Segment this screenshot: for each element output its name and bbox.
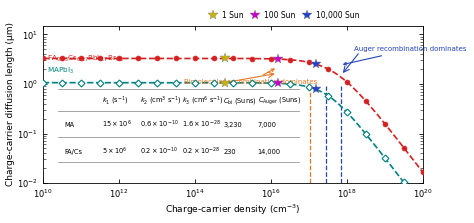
Y-axis label: Charge-carrier diffusion length (µm): Charge-carrier diffusion length (µm) xyxy=(6,22,15,186)
Text: 14,000: 14,000 xyxy=(258,149,281,155)
X-axis label: Charge-carrier density (cm$^{-3}$): Charge-carrier density (cm$^{-3}$) xyxy=(165,203,301,217)
Text: $C_{\rm bi}$ (Suns): $C_{\rm bi}$ (Suns) xyxy=(223,96,257,106)
Text: 3,230: 3,230 xyxy=(223,122,242,128)
Text: $k_1$ (s$^{-1}$): $k_1$ (s$^{-1}$) xyxy=(102,95,128,107)
Text: $0.2 \times 10^{-28}$: $0.2 \times 10^{-28}$ xyxy=(182,146,220,157)
Text: $15 \times 10^6$: $15 \times 10^6$ xyxy=(102,119,132,130)
Legend: 1 Sun, 100 Sun, 10,000 Sun: 1 Sun, 100 Sun, 10,000 Sun xyxy=(202,8,362,23)
Text: Auger recombination dominates: Auger recombination dominates xyxy=(344,46,466,65)
Text: FA$_{0.83}$Cs$_{0.17}$PbI$_{2.7}$Br$_{0.3}$: FA$_{0.83}$Cs$_{0.17}$PbI$_{2.7}$Br$_{0.… xyxy=(47,54,125,64)
Text: $0.6 \times 10^{-10}$: $0.6 \times 10^{-10}$ xyxy=(140,119,178,130)
Text: MA: MA xyxy=(64,122,74,128)
Text: 230: 230 xyxy=(223,149,236,155)
Text: $5 \times 10^6$: $5 \times 10^6$ xyxy=(102,146,128,157)
Text: $k_3$ (cm$^6$ s$^{-1}$): $k_3$ (cm$^6$ s$^{-1}$) xyxy=(182,95,223,107)
Text: 7,000: 7,000 xyxy=(258,122,277,128)
Text: $C_{\rm Auger}$ (Suns): $C_{\rm Auger}$ (Suns) xyxy=(258,95,301,107)
Text: $k_2$ (cm$^3$ s$^{-1}$): $k_2$ (cm$^3$ s$^{-1}$) xyxy=(140,95,182,107)
Text: Bimolecular recombination dominates: Bimolecular recombination dominates xyxy=(183,69,317,85)
Text: MAPbI$_3$: MAPbI$_3$ xyxy=(47,66,74,76)
Text: $1.6 \times 10^{-28}$: $1.6 \times 10^{-28}$ xyxy=(182,119,220,130)
Text: FA/Cs: FA/Cs xyxy=(64,149,82,155)
Text: $0.2 \times 10^{-10}$: $0.2 \times 10^{-10}$ xyxy=(140,146,178,157)
